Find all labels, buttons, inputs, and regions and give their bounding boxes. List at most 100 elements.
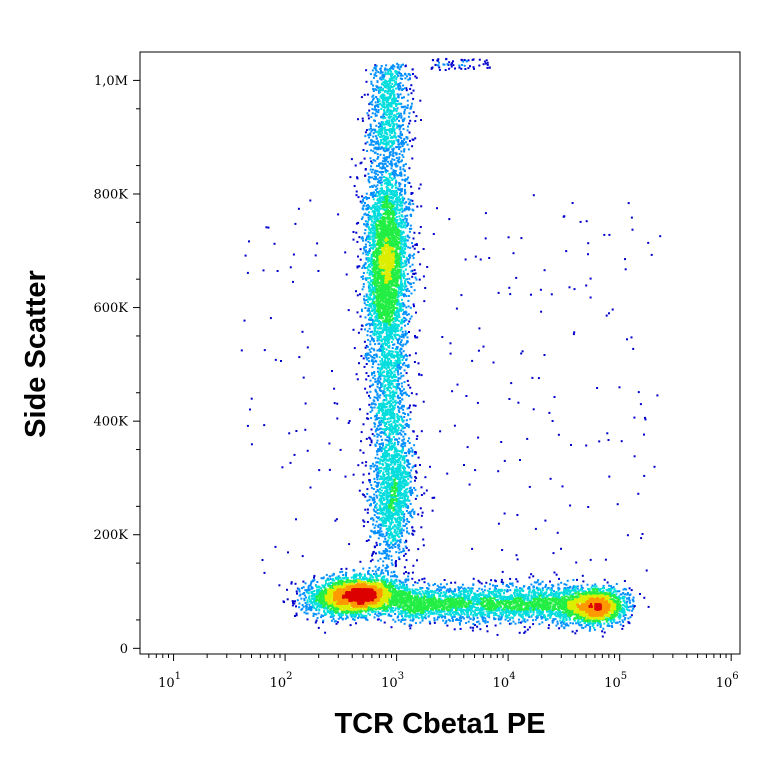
data-point <box>341 570 344 573</box>
data-point <box>375 544 378 547</box>
data-point <box>650 253 653 256</box>
data-point <box>404 615 407 618</box>
data-point <box>391 173 394 176</box>
data-point <box>381 496 384 499</box>
data-point <box>373 73 376 76</box>
data-point <box>484 62 487 65</box>
data-point <box>408 206 411 209</box>
data-point <box>376 461 379 464</box>
data-point <box>401 318 404 321</box>
data-point <box>393 356 395 359</box>
data-point <box>308 597 311 600</box>
data-point <box>524 614 527 617</box>
data-point <box>521 350 524 353</box>
data-point <box>385 450 388 453</box>
data-point <box>345 571 348 574</box>
data-point <box>380 469 382 472</box>
data-point <box>390 555 393 558</box>
data-point <box>363 520 366 523</box>
data-point <box>482 63 485 66</box>
data-point <box>411 275 414 278</box>
data-point <box>372 376 375 379</box>
data-point <box>402 336 405 339</box>
data-point <box>364 196 367 199</box>
data-point <box>387 70 390 73</box>
data-point <box>406 206 409 209</box>
data-point <box>659 235 662 238</box>
data-point <box>403 460 406 463</box>
data-point <box>452 64 455 67</box>
data-point <box>381 374 384 377</box>
data-point <box>379 466 382 469</box>
data-point <box>587 506 590 508</box>
data-point <box>376 435 379 438</box>
data-point <box>364 354 367 357</box>
data-point <box>603 578 606 581</box>
data-point <box>410 102 413 105</box>
data-point <box>357 617 360 619</box>
data-point <box>387 116 390 119</box>
data-point <box>374 169 377 172</box>
data-point <box>378 531 381 534</box>
data-point <box>506 585 509 588</box>
data-point <box>371 108 374 111</box>
data-point <box>405 393 408 396</box>
data-point <box>421 590 424 593</box>
data-point <box>385 179 387 182</box>
data-point <box>380 345 382 348</box>
data-point <box>411 450 414 453</box>
data-point <box>305 609 308 612</box>
data-point <box>389 610 392 613</box>
data-point <box>308 605 311 608</box>
data-point <box>554 618 557 621</box>
data-point <box>589 625 591 628</box>
data-point <box>575 629 578 632</box>
data-point <box>383 428 386 431</box>
data-point <box>416 435 419 438</box>
data-point <box>397 340 399 343</box>
data-point <box>399 217 402 220</box>
data-point <box>484 613 487 616</box>
data-point <box>385 144 388 147</box>
data-point <box>420 486 423 489</box>
data-point <box>482 345 485 348</box>
data-point <box>398 349 401 352</box>
data-point <box>403 282 406 285</box>
data-point <box>380 450 383 453</box>
data-point <box>393 574 396 576</box>
data-point <box>472 66 475 69</box>
data-point <box>460 619 462 622</box>
data-point <box>578 623 581 626</box>
data-point <box>477 436 480 439</box>
data-point <box>537 588 539 591</box>
data-point <box>365 198 368 201</box>
data-point <box>360 328 363 331</box>
data-point <box>469 65 471 68</box>
data-point <box>395 560 397 563</box>
data-point <box>552 618 555 621</box>
data-point <box>384 113 387 115</box>
data-point <box>360 201 363 204</box>
data-point <box>392 413 395 416</box>
data-point <box>386 444 389 447</box>
data-point <box>400 355 402 358</box>
data-point <box>401 513 404 516</box>
data-point <box>589 628 592 630</box>
data-point <box>305 606 308 608</box>
data-point <box>398 551 401 554</box>
data-point <box>312 615 315 617</box>
data-point <box>416 559 418 562</box>
data-point <box>537 377 540 380</box>
data-point <box>402 388 405 391</box>
data-point <box>398 437 401 440</box>
data-point <box>626 534 629 537</box>
data-point <box>404 312 407 315</box>
data-point <box>403 458 406 461</box>
data-point <box>631 228 634 231</box>
data-point <box>305 589 308 592</box>
data-point <box>516 590 519 593</box>
data-point <box>332 615 334 618</box>
data-point <box>379 335 382 338</box>
data-point <box>361 236 364 239</box>
data-point <box>414 616 417 619</box>
